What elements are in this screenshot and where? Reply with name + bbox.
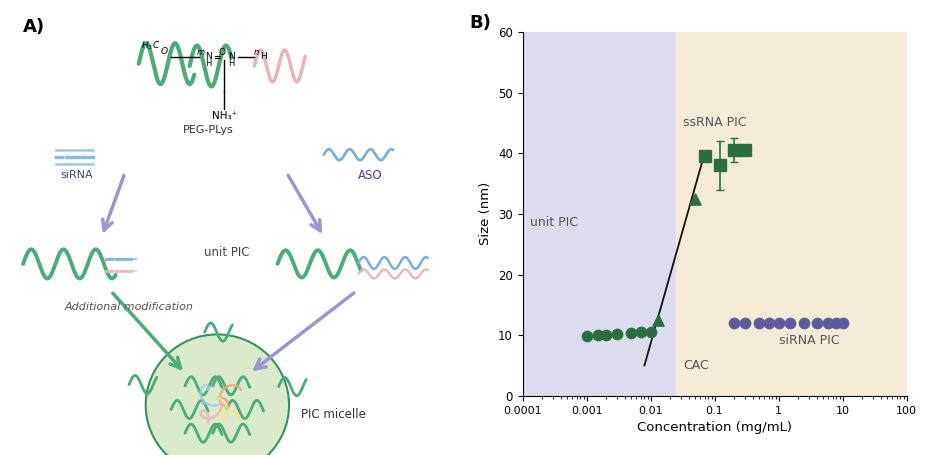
Point — [590, 332, 605, 339]
Point — [752, 319, 767, 327]
Point — [761, 319, 776, 327]
Text: siRNA PIC: siRNA PIC — [779, 334, 839, 347]
Point — [688, 195, 703, 202]
Point — [783, 319, 797, 327]
Point — [726, 319, 741, 327]
Text: $n$: $n$ — [253, 48, 260, 57]
Text: PEG-PLys: PEG-PLys — [183, 125, 233, 135]
Text: $O$: $O$ — [160, 45, 168, 56]
Text: unit PIC: unit PIC — [204, 246, 250, 259]
Text: ASO: ASO — [358, 169, 382, 182]
Text: ssRNA PIC: ssRNA PIC — [683, 116, 746, 129]
Text: PIC micelle: PIC micelle — [301, 408, 365, 420]
Point — [598, 331, 613, 338]
Text: unit PIC: unit PIC — [530, 216, 578, 229]
Point — [634, 329, 648, 336]
Point — [579, 333, 594, 340]
Point — [643, 329, 658, 336]
Point — [809, 319, 824, 327]
Text: NH₃⁺: NH₃⁺ — [212, 111, 237, 121]
Text: H: H — [205, 59, 211, 68]
Point — [624, 330, 639, 337]
Point — [835, 319, 850, 327]
Text: Additional modification: Additional modification — [65, 302, 193, 312]
Point — [771, 319, 786, 327]
X-axis label: Concentration (mg/mL): Concentration (mg/mL) — [637, 421, 792, 434]
Text: H: H — [260, 52, 267, 61]
Point — [610, 330, 624, 338]
Text: siRNA: siRNA — [60, 170, 92, 180]
Text: N: N — [228, 52, 235, 61]
Text: $H_3C$: $H_3C$ — [141, 39, 160, 52]
Text: N: N — [204, 52, 212, 61]
Text: O: O — [218, 48, 226, 57]
Text: $m$: $m$ — [196, 48, 206, 57]
Point — [796, 319, 811, 327]
Bar — [676, 32, 906, 396]
Text: CAC: CAC — [683, 359, 709, 372]
Text: B): B) — [469, 14, 491, 32]
Point — [738, 319, 753, 327]
Point — [829, 319, 844, 327]
Point — [820, 319, 835, 327]
Point — [650, 316, 665, 324]
Text: H: H — [228, 59, 234, 68]
Bar — [523, 32, 676, 396]
Y-axis label: Size (nm): Size (nm) — [479, 182, 492, 246]
Circle shape — [146, 334, 289, 455]
Text: A): A) — [23, 18, 45, 36]
